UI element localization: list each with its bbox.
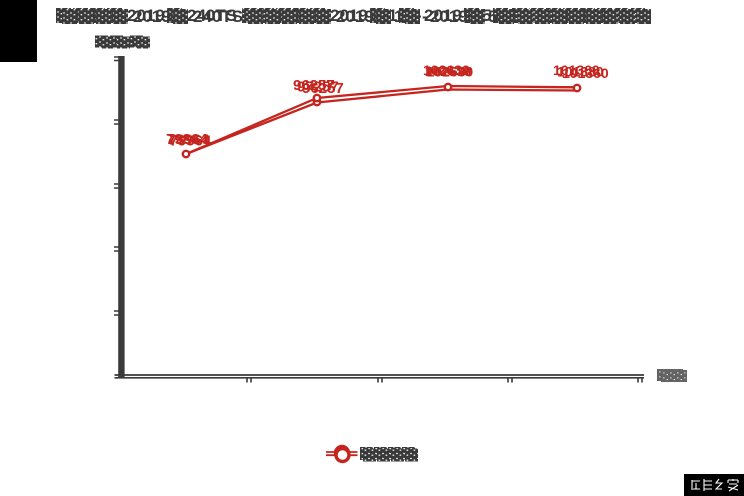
svg-text:102630: 102630 — [425, 63, 472, 79]
svg-text:96257: 96257 — [293, 77, 335, 94]
svg-text:102630: 102630 — [423, 62, 470, 78]
svg-text:97257: 97257 — [297, 79, 339, 96]
svg-text:102680: 102680 — [427, 64, 474, 80]
svg-text:96257: 96257 — [302, 80, 344, 97]
svg-text:101360: 101360 — [553, 62, 600, 78]
svg-text:101360: 101360 — [562, 65, 609, 81]
svg-text:79564: 79564 — [170, 133, 212, 150]
svg-text:79864: 79864 — [166, 131, 208, 148]
svg-text:1: 1 — [388, 6, 397, 25]
svg-text:78964: 78964 — [168, 132, 210, 149]
svg-text:5: 5 — [482, 6, 491, 25]
svg-text:101380: 101380 — [557, 64, 604, 80]
